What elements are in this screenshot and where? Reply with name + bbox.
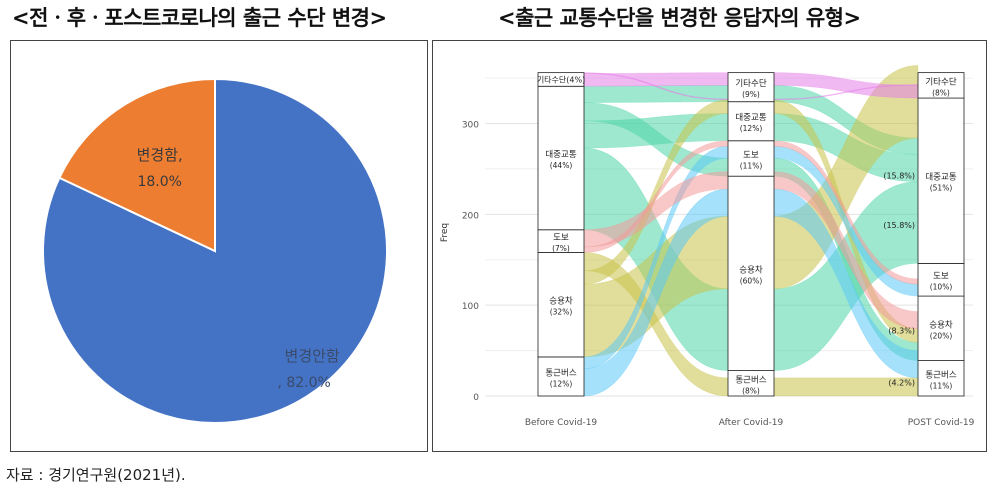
stratum-label: 대중교통 (925, 173, 956, 183)
stratum-label: 대중교통 (735, 113, 766, 123)
stratum-label: 승용차 (739, 265, 763, 275)
x-tick-label: POST Covid-19 (908, 418, 975, 428)
stratum-pct: (11%) (930, 381, 953, 390)
stratum-label: 도보 (933, 272, 949, 282)
pie-slice-changed (58, 77, 216, 253)
alluvial-chart-panel: 0 100 200 300 Freq Before Covid-19 After Covid… (432, 40, 987, 452)
stratum-label: 도보 (553, 233, 569, 243)
alluvial-chart-title: <출근 교통수단을 변경한 응답자의 유형> (498, 6, 861, 30)
flow-annotation: (15.8%) (883, 171, 915, 180)
stratum-column: 통근버스(8%) 승용차(60%) 도보(11%) 대중교통(12%) 기타수단(9%) (727, 72, 775, 397)
stratum-box (537, 252, 585, 358)
stratum-pct: (44%) (550, 161, 573, 170)
y-tick-label: 300 (462, 121, 479, 131)
stratum-pct: (11%) (740, 161, 763, 170)
pie-value-changed: 18.0% (137, 174, 181, 190)
source-note: 자료 : 경기연구원(2021년). (6, 466, 186, 484)
flow-ribbon (583, 85, 729, 103)
stratum-box (727, 101, 775, 142)
stratum-label: 승용차 (929, 320, 953, 330)
stratum-label: 기타수단 (735, 78, 766, 89)
stratum-box (727, 175, 775, 371)
stratum-box (537, 356, 585, 397)
stratum-pct: (51%) (930, 184, 953, 193)
y-tick-label: 200 (462, 211, 479, 221)
stratum-column: 통근버스(12%) 승용차(32%) 도보(7%) 대중교통(44%) 기타수단(4%) (537, 72, 585, 397)
stratum-pct: (8%) (742, 386, 760, 395)
pie-label-changed: 변경함, (137, 146, 183, 164)
flow-annotation: (4.2%) (888, 378, 915, 387)
stratum-label: 도보 (743, 150, 759, 160)
stratum-column: 통근버스(11%) 승용차(20%) 도보(10%) 대중교통(51%) 기타수단(8%… (917, 72, 965, 397)
y-axis-label: Freq (440, 223, 450, 242)
stratum-box (917, 262, 965, 297)
stratum-label: 통근버스 (545, 367, 576, 378)
pie-value-no-change: , 82.0% (277, 375, 330, 391)
stratum-box (537, 72, 585, 87)
alluvial-flows (583, 65, 919, 397)
pie-chart: 변경안함 , 82.0% 변경함, 18.0% (42, 77, 388, 424)
pie-chart-title: <전ㆍ후ㆍ포스트코로나의 출근 수단 변경> (12, 6, 387, 30)
stratum-box (727, 140, 775, 177)
stratum-pct: (7%) (552, 244, 570, 253)
pie-chart-panel: 변경안함 , 82.0% 변경함, 18.0% (10, 40, 428, 452)
flow-annotation: (8.3%) (888, 327, 915, 336)
stratum-pct: (9%) (742, 90, 760, 99)
stratum-pct: (12%) (740, 124, 763, 133)
stratum-pct: (20%) (930, 331, 953, 340)
y-tick-label: 100 (462, 302, 479, 312)
stratum-box (727, 72, 775, 103)
stratum-label: 기타수단 (925, 76, 956, 87)
stratum-box (917, 295, 965, 361)
pie-label-no-change: 변경안함 (285, 347, 340, 365)
flow-annotation: (15.8%) (883, 221, 915, 230)
stratum-box (917, 97, 965, 264)
stratum-label: 대중교통 (545, 150, 576, 160)
stratum-box (917, 72, 965, 99)
stratum-pct: (32%) (550, 308, 573, 317)
stratum-label: 승용차 (549, 297, 573, 307)
stratum-box (537, 85, 585, 231)
stratum-pct: (60%) (740, 276, 763, 285)
stratum-label: 통근버스 (735, 374, 766, 385)
stratum-pct: (10%) (930, 283, 953, 292)
alluvial-chart: 0 100 200 300 Freq Before Covid-19 After Covid… (440, 65, 975, 428)
stratum-pct: (8%) (932, 88, 950, 97)
stratum-label: 기타수단(4%) (537, 74, 585, 84)
y-tick-label: 0 (473, 393, 479, 403)
x-tick-label: Before Covid-19 (525, 418, 598, 428)
stratum-box (727, 370, 775, 397)
x-tick-label: After Covid-19 (719, 418, 784, 428)
stratum-pct: (12%) (550, 379, 573, 388)
stratum-label: 통근버스 (925, 369, 956, 380)
